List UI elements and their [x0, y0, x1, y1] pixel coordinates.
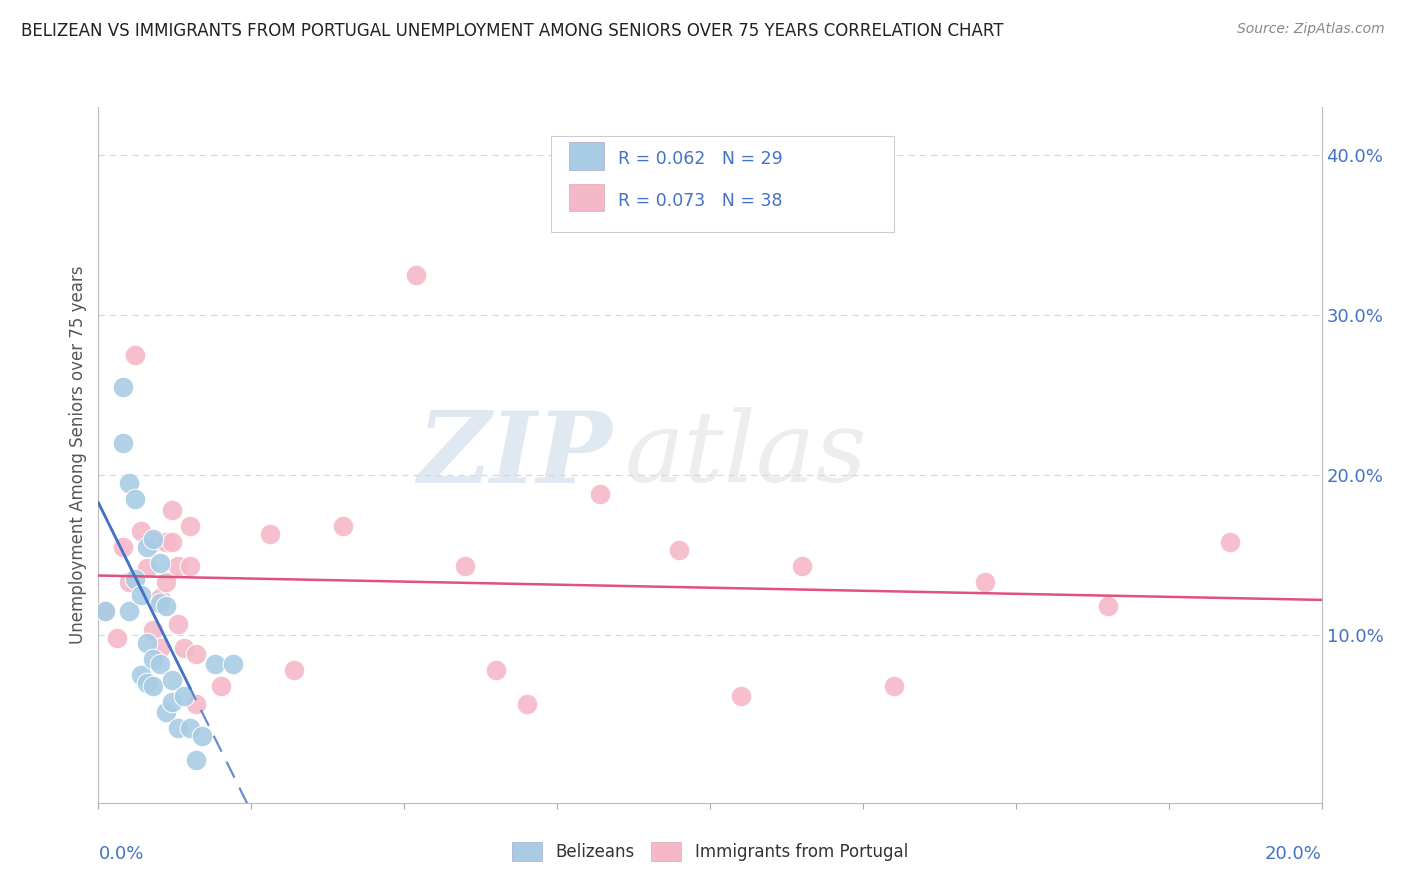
- Point: [149, 657, 172, 671]
- Point: [136, 676, 159, 690]
- Point: [186, 753, 208, 767]
- Point: [118, 604, 141, 618]
- Text: R = 0.073   N = 38: R = 0.073 N = 38: [619, 192, 783, 210]
- Point: [1219, 535, 1241, 549]
- Y-axis label: Unemployment Among Seniors over 75 years: Unemployment Among Seniors over 75 years: [69, 266, 87, 644]
- Point: [186, 647, 208, 661]
- Point: [149, 596, 172, 610]
- Point: [668, 543, 690, 558]
- Point: [160, 695, 183, 709]
- Point: [124, 491, 146, 506]
- Point: [155, 599, 177, 613]
- Point: [160, 535, 183, 549]
- Point: [160, 503, 183, 517]
- Point: [111, 436, 134, 450]
- Point: [129, 524, 152, 538]
- Point: [405, 268, 427, 282]
- FancyBboxPatch shape: [569, 143, 603, 169]
- Point: [129, 668, 152, 682]
- Point: [974, 575, 997, 590]
- Point: [142, 652, 165, 666]
- Point: [93, 604, 115, 618]
- Point: [179, 559, 201, 574]
- Point: [485, 663, 508, 677]
- Point: [155, 705, 177, 719]
- Text: Source: ZipAtlas.com: Source: ZipAtlas.com: [1237, 22, 1385, 37]
- Text: R = 0.062   N = 29: R = 0.062 N = 29: [619, 150, 783, 169]
- Point: [790, 559, 813, 574]
- Point: [142, 679, 165, 693]
- Point: [129, 588, 152, 602]
- Point: [332, 519, 354, 533]
- Point: [142, 535, 165, 549]
- Point: [730, 689, 752, 703]
- Point: [118, 475, 141, 490]
- Point: [179, 519, 201, 533]
- Point: [191, 729, 214, 743]
- Point: [142, 532, 165, 546]
- Text: atlas: atlas: [624, 408, 868, 502]
- Point: [111, 540, 134, 554]
- Point: [136, 636, 159, 650]
- Point: [167, 721, 190, 735]
- Point: [124, 348, 146, 362]
- Point: [167, 616, 190, 631]
- Point: [173, 689, 195, 703]
- Point: [136, 560, 159, 574]
- Text: 0.0%: 0.0%: [98, 845, 143, 863]
- Point: [1097, 599, 1119, 613]
- Point: [160, 673, 183, 687]
- Point: [142, 623, 165, 637]
- Point: [111, 380, 134, 394]
- Point: [167, 559, 190, 574]
- Point: [186, 697, 208, 711]
- Point: [105, 631, 128, 645]
- Point: [179, 721, 201, 735]
- Point: [173, 640, 195, 655]
- Text: BELIZEAN VS IMMIGRANTS FROM PORTUGAL UNEMPLOYMENT AMONG SENIORS OVER 75 YEARS CO: BELIZEAN VS IMMIGRANTS FROM PORTUGAL UNE…: [21, 22, 1004, 40]
- Point: [136, 540, 159, 554]
- Point: [155, 575, 177, 590]
- Legend: Belizeans, Immigrants from Portugal: Belizeans, Immigrants from Portugal: [505, 835, 915, 868]
- Point: [204, 657, 226, 671]
- Text: ZIP: ZIP: [418, 407, 612, 503]
- Point: [155, 535, 177, 549]
- Point: [589, 487, 612, 501]
- Point: [454, 559, 477, 574]
- Point: [883, 679, 905, 693]
- Point: [149, 556, 172, 570]
- FancyBboxPatch shape: [569, 184, 603, 211]
- Point: [259, 527, 281, 541]
- Point: [209, 679, 232, 693]
- Point: [93, 604, 115, 618]
- Point: [118, 575, 141, 590]
- Point: [149, 591, 172, 605]
- Point: [124, 572, 146, 586]
- Point: [283, 663, 305, 677]
- Point: [222, 657, 245, 671]
- Point: [149, 640, 172, 655]
- Text: 20.0%: 20.0%: [1265, 845, 1322, 863]
- Point: [516, 697, 538, 711]
- FancyBboxPatch shape: [551, 136, 894, 232]
